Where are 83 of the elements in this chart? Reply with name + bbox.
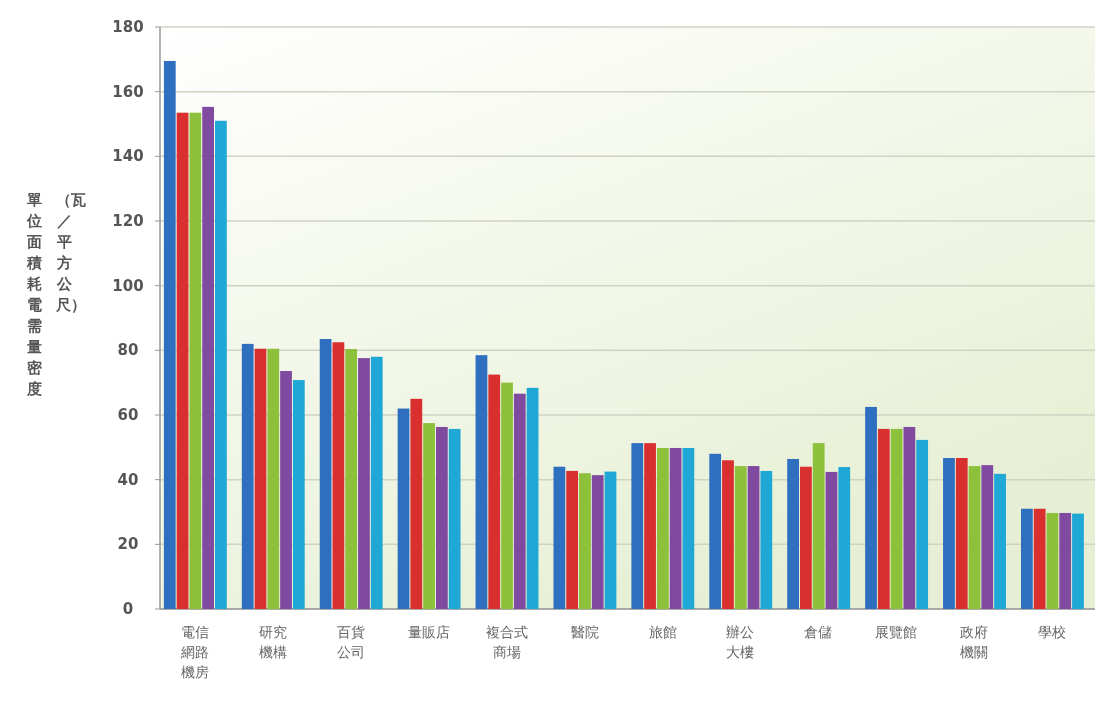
bar (981, 465, 994, 609)
bar (267, 348, 280, 609)
bar (410, 398, 423, 609)
bar (838, 467, 851, 609)
bar (397, 408, 410, 609)
bar (202, 106, 215, 609)
bar (345, 349, 358, 609)
bar (1059, 512, 1072, 609)
bar (332, 342, 345, 609)
y-tick-label: 120 (112, 212, 144, 230)
bar (747, 466, 760, 609)
bar (604, 471, 617, 609)
text: 單位面積耗電需量密度（瓦／平方公尺） (26, 191, 86, 398)
x-tick-label: 辦公大樓 (726, 624, 755, 660)
bar (319, 339, 332, 609)
bar (800, 466, 812, 609)
x-tick-label: 醫院 (570, 624, 599, 640)
bar (292, 380, 305, 609)
bar (189, 112, 202, 609)
y-tick-label: 80 (117, 341, 139, 360)
bar (943, 458, 955, 609)
bar (865, 406, 877, 609)
y-tick-label: 60 (117, 406, 139, 424)
bar (215, 120, 227, 609)
bar (656, 447, 669, 609)
bar (1046, 512, 1059, 609)
bar (631, 443, 644, 609)
bar (968, 466, 981, 609)
bar (669, 447, 682, 609)
bar (877, 428, 890, 609)
x-tick-label: 量販店 (407, 624, 450, 640)
bar (1033, 508, 1046, 609)
x-tick-label: 複合式商場 (485, 624, 528, 660)
x-tick-label: 百貨公司 (336, 624, 365, 660)
y-tick-label: 160 (112, 82, 144, 101)
bar (526, 387, 539, 609)
bar (722, 460, 734, 609)
bar (423, 423, 435, 609)
bar (176, 112, 189, 609)
bar (591, 475, 604, 609)
bar (435, 426, 448, 609)
bar (280, 371, 292, 609)
bar (1072, 513, 1084, 609)
x-tick-label: 政府機關 (960, 624, 989, 660)
y-tick-label: 0 (122, 600, 134, 618)
bar (787, 458, 800, 609)
bar (254, 348, 267, 609)
bar (916, 439, 929, 609)
bar (994, 473, 1006, 609)
bar (163, 60, 176, 609)
bar (370, 356, 383, 609)
y-tick-label: 140 (112, 147, 144, 166)
x-tick-label: 旅館 (648, 624, 677, 640)
x-tick-label: 展覽館 (875, 624, 918, 640)
x-tick-label: 研究機構 (258, 624, 287, 660)
bar (241, 343, 254, 609)
x-tick-label: 電信網路機房 (180, 624, 210, 680)
bar (513, 393, 526, 609)
bar (903, 426, 916, 609)
bar (682, 447, 695, 609)
bar (890, 428, 903, 609)
bar (448, 428, 461, 609)
bar (760, 470, 773, 609)
bar (566, 470, 579, 609)
x-tick-label: 倉儲 (804, 624, 833, 640)
bar (709, 453, 722, 609)
y-tick-label: 100 (112, 276, 144, 295)
y-tick-label: 180 (112, 18, 144, 36)
bar (475, 355, 488, 609)
bar (734, 466, 747, 609)
x-tick-label: 學校 (1038, 624, 1067, 640)
bar (553, 466, 566, 609)
bar (644, 443, 656, 609)
bar (358, 358, 370, 609)
bar (955, 458, 968, 609)
bar (812, 443, 825, 609)
bar (825, 471, 838, 609)
bar (1020, 508, 1033, 609)
bar (501, 382, 513, 609)
bar (488, 374, 501, 609)
y-tick-label: 40 (117, 470, 139, 489)
bar (579, 473, 591, 609)
y-tick-label: 20 (117, 535, 139, 554)
